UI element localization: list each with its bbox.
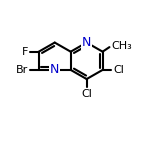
Text: Cl: Cl — [81, 89, 92, 99]
Text: F: F — [22, 47, 28, 57]
Text: Br: Br — [16, 65, 28, 75]
Text: N: N — [82, 36, 91, 49]
Text: CH₃: CH₃ — [112, 41, 133, 51]
Text: N: N — [50, 63, 59, 76]
Text: Cl: Cl — [113, 65, 124, 75]
